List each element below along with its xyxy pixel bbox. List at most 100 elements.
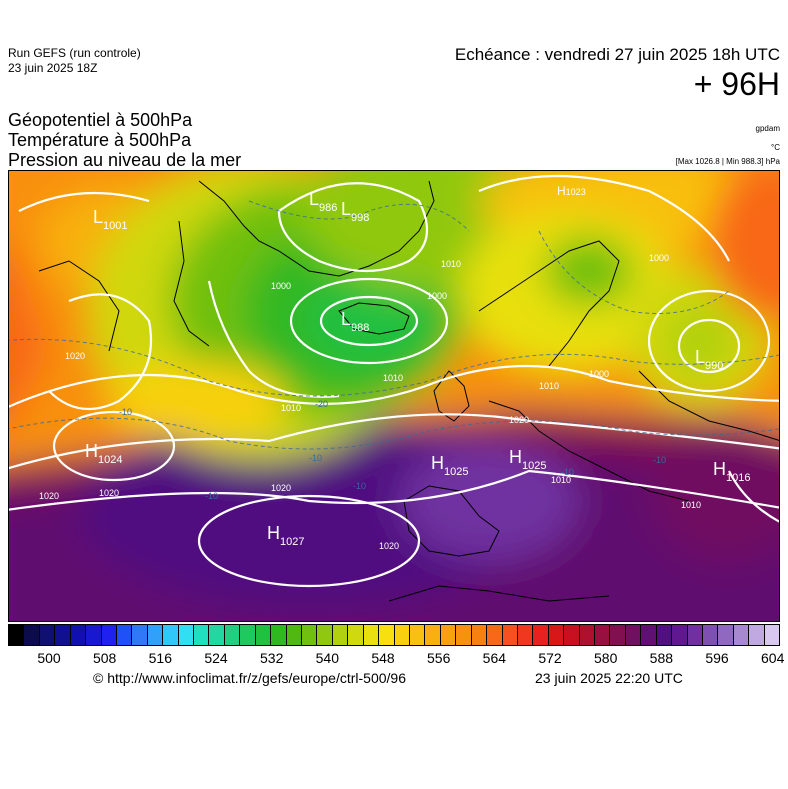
isotherm-label: -20	[315, 399, 328, 409]
color-scale-cell	[240, 625, 256, 645]
color-scale-cell	[209, 625, 225, 645]
center-pressure-value: 1025	[444, 466, 468, 478]
color-scale-cell	[55, 625, 71, 645]
color-scale-cell	[579, 625, 596, 645]
center-pressure-value: 1016	[726, 472, 750, 484]
color-scale-cell	[625, 625, 642, 645]
unit-gpdam: gpdam	[755, 124, 780, 133]
color-scale-cell	[70, 625, 87, 645]
color-scale-cell	[255, 625, 272, 645]
generated-time: 23 juin 2025 22:20 UTC	[535, 670, 683, 686]
weather-map: 1000 1000 1010 1010 1000 1010 1010 1000 1020 1020…	[8, 170, 780, 622]
color-scale-tick: 572	[538, 650, 562, 666]
color-scale-cell	[147, 625, 164, 645]
high-pressure-center: H1027	[267, 523, 304, 548]
isobar-label: 1020	[39, 491, 59, 501]
color-scale-cell	[425, 625, 441, 645]
color-scale-cell	[702, 625, 719, 645]
color-scale-tick: 532	[259, 650, 284, 666]
isobar-label: 1010	[551, 475, 571, 485]
color-scale-cell	[163, 625, 179, 645]
isobar-label: 1000	[271, 281, 291, 291]
color-scale-cell	[178, 625, 195, 645]
color-scale-tick: 500	[37, 650, 61, 666]
isobar-label: 1020	[99, 488, 119, 498]
parameter-temperature: Température à 500hPa	[8, 130, 192, 150]
low-pressure-center: L988	[341, 309, 369, 334]
parameter-geopotential: Géopotentiel à 500hPa	[8, 110, 193, 130]
center-pressure-value: 998	[351, 212, 369, 224]
center-letter: L	[309, 189, 319, 209]
color-scale-cell	[487, 625, 503, 645]
color-scale-cell	[132, 625, 148, 645]
color-scale-cell	[317, 625, 333, 645]
color-scale-cell	[718, 625, 734, 645]
color-scale-cell	[595, 625, 611, 645]
run-title: Run GEFS (run controle)	[8, 46, 141, 60]
center-letter: L	[341, 199, 351, 219]
center-pressure-value: 988	[351, 322, 369, 334]
center-pressure-value: 986	[319, 202, 337, 214]
center-letter: L	[695, 347, 705, 367]
center-letter: L	[93, 207, 103, 227]
color-scale-tick: 524	[204, 650, 228, 666]
isotherm-labels: -20 -10 -10 -10 -10 -10 -10	[119, 399, 666, 501]
color-scale-cell	[24, 625, 40, 645]
isobar-labels: 1000 1000 1010 1010 1000 1010 1010 1000 1020 1020…	[39, 253, 701, 551]
low-pressure-center: L986	[309, 189, 337, 214]
color-scale-cell	[348, 625, 364, 645]
color-scale-tick: 588	[649, 650, 674, 666]
forecast-horizon: + 96H	[693, 66, 780, 102]
isobar-label: 1010	[539, 381, 559, 391]
unit-celsius: °C	[771, 143, 780, 152]
center-pressure-value: 1023	[566, 187, 586, 197]
low-pressure-center: L998	[341, 199, 369, 224]
isobar-label: 1000	[649, 253, 669, 263]
isobar-label: 1020	[271, 483, 291, 493]
color-scale-tick: 548	[371, 650, 395, 666]
color-scale-cell	[610, 625, 626, 645]
isotherm-label: -10	[653, 455, 666, 465]
pressure-range: [Max 1026.8 | Min 988.3] hPa	[675, 157, 780, 166]
color-scale-cell	[548, 625, 565, 645]
color-scale-tick: 564	[482, 650, 507, 666]
isobar-label: 1020	[379, 541, 399, 551]
parameter-pressure: Pression au niveau de la mer	[8, 150, 242, 170]
color-scale-cell	[194, 625, 210, 645]
color-scale-cell	[394, 625, 410, 645]
center-pressure-value: 1024	[98, 454, 122, 466]
high-pressure-center: H1025	[431, 453, 468, 478]
color-scale-tick: 508	[92, 650, 117, 666]
color-scale-cell	[86, 625, 102, 645]
color-scale-tick: 596	[705, 650, 729, 666]
color-scale-cell	[456, 625, 472, 645]
isobars	[9, 174, 779, 588]
center-letter: H	[509, 447, 522, 467]
color-scale-cell	[471, 625, 488, 645]
color-scale-cell	[564, 625, 580, 645]
isotherm-label: -10	[205, 491, 218, 501]
color-scale-cell	[641, 625, 657, 645]
color-scale-cell	[409, 625, 426, 645]
isotherm-label: -10	[309, 453, 322, 463]
isotherm-label: -10	[353, 481, 366, 491]
color-scale-cell	[517, 625, 534, 645]
isobar-label: 1010	[681, 500, 701, 510]
color-scale-cell	[764, 625, 780, 645]
geopotential-field	[9, 171, 779, 621]
center-pressure-value: 1025	[522, 460, 546, 472]
high-pressure-center: H1024	[85, 441, 122, 466]
color-scale-cell	[9, 625, 25, 645]
forecast-valid-time: Echéance : vendredi 27 juin 2025 18h UTC	[454, 45, 780, 64]
color-scale-cell	[101, 625, 117, 645]
color-scale-cell	[271, 625, 287, 645]
low-pressure-center: L1001	[93, 207, 128, 232]
low-pressure-center: L990	[695, 347, 723, 372]
color-scale-tick: 556	[426, 650, 451, 666]
color-scale-tick: 604	[761, 650, 785, 666]
center-pressure-value: 1027	[280, 536, 304, 548]
color-scale-cell	[224, 625, 241, 645]
color-scale-cell	[286, 625, 303, 645]
color-scale-tick: 580	[593, 650, 618, 666]
